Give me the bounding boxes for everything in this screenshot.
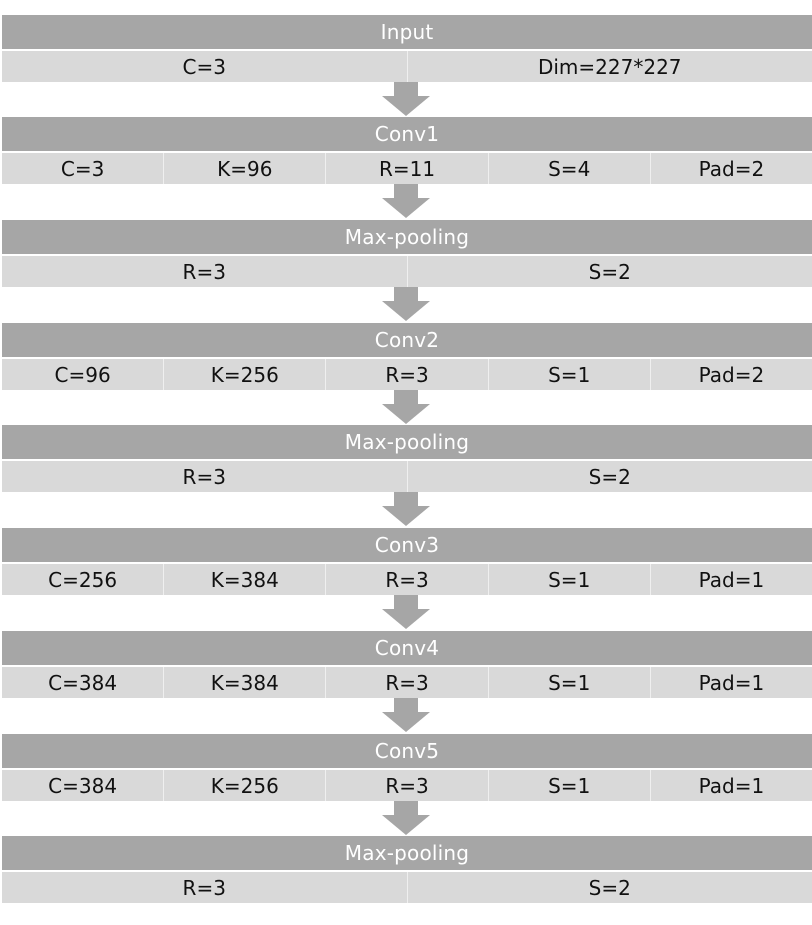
param-cell: Pad=2 xyxy=(649,359,812,390)
layer-params: R=3 S=2 xyxy=(2,254,812,287)
down-arrow-icon xyxy=(382,82,430,116)
layer-title: Max-pooling xyxy=(2,836,812,870)
down-arrow-icon xyxy=(382,492,430,526)
param-cell: C=3 xyxy=(182,54,226,79)
layer-title: Conv1 xyxy=(2,117,812,151)
param-cell: R=3 xyxy=(325,770,487,801)
param-cell: S=2 xyxy=(406,256,812,287)
layer-block-maxpool1: Max-pooling R=3 S=2 xyxy=(2,220,812,287)
param-cell: R=3 xyxy=(182,464,226,489)
layer-title: Conv5 xyxy=(2,734,812,768)
down-arrow-icon xyxy=(382,184,430,218)
param-cell: Pad=1 xyxy=(649,770,812,801)
layer-title: Conv2 xyxy=(2,323,812,357)
param-cell: S=1 xyxy=(487,770,650,801)
layer-title: Conv3 xyxy=(2,528,812,562)
param-cell: R=3 xyxy=(182,875,226,900)
param-cell: S=4 xyxy=(487,153,650,184)
param-cell: C=384 xyxy=(48,773,118,798)
param-cell: C=256 xyxy=(48,567,118,592)
param-cell: K=384 xyxy=(163,564,325,595)
param-cell: K=256 xyxy=(163,770,325,801)
param-cell: C=3 xyxy=(60,156,105,181)
layer-block-input: Input C=3 Dim=227*227 xyxy=(2,15,812,82)
down-arrow-icon xyxy=(382,698,430,732)
layer-block-conv5: Conv5 C=384 K=256 R=3 S=1 Pad=1 xyxy=(2,734,812,801)
param-cell: R=3 xyxy=(182,259,226,284)
layer-title: Conv4 xyxy=(2,631,812,665)
param-cell: C=96 xyxy=(54,362,111,387)
param-cell: R=3 xyxy=(325,564,487,595)
param-cell: S=2 xyxy=(406,872,812,903)
param-cell: Pad=2 xyxy=(649,153,812,184)
down-arrow-icon xyxy=(382,595,430,629)
layer-params: C=96 K=256 R=3 S=1 Pad=2 xyxy=(2,357,812,390)
param-cell: Dim=227*227 xyxy=(406,51,812,82)
layer-params: C=3 Dim=227*227 xyxy=(2,49,812,82)
param-cell: R=3 xyxy=(325,667,487,698)
param-cell: K=256 xyxy=(163,359,325,390)
down-arrow-icon xyxy=(382,390,430,424)
param-cell: C=384 xyxy=(48,670,118,695)
layer-block-maxpool2: Max-pooling R=3 S=2 xyxy=(2,425,812,492)
param-cell: K=384 xyxy=(163,667,325,698)
param-cell: S=1 xyxy=(487,667,650,698)
layer-block-conv3: Conv3 C=256 K=384 R=3 S=1 Pad=1 xyxy=(2,528,812,595)
param-cell: Pad=1 xyxy=(649,667,812,698)
param-cell: R=3 xyxy=(325,359,487,390)
layer-title: Max-pooling xyxy=(2,425,812,459)
layer-params: C=384 K=384 R=3 S=1 Pad=1 xyxy=(2,665,812,698)
param-cell: S=2 xyxy=(406,461,812,492)
layer-block-maxpool3: Max-pooling R=3 S=2 xyxy=(2,836,812,903)
down-arrow-icon xyxy=(382,801,430,835)
layer-block-conv2: Conv2 C=96 K=256 R=3 S=1 Pad=2 xyxy=(2,323,812,390)
layer-params: R=3 S=2 xyxy=(2,459,812,492)
layer-block-conv4: Conv4 C=384 K=384 R=3 S=1 Pad=1 xyxy=(2,631,812,698)
param-cell: R=11 xyxy=(325,153,487,184)
param-cell: S=1 xyxy=(487,359,650,390)
layer-params: C=384 K=256 R=3 S=1 Pad=1 xyxy=(2,768,812,801)
param-cell: Pad=1 xyxy=(649,564,812,595)
layer-title: Max-pooling xyxy=(2,220,812,254)
param-cell: S=1 xyxy=(487,564,650,595)
param-cell: K=96 xyxy=(163,153,325,184)
down-arrow-icon xyxy=(382,287,430,321)
layer-block-conv1: Conv1 C=3 K=96 R=11 S=4 Pad=2 xyxy=(2,117,812,184)
layer-title: Input xyxy=(2,15,812,49)
layer-params: R=3 S=2 xyxy=(2,870,812,903)
layer-params: C=256 K=384 R=3 S=1 Pad=1 xyxy=(2,562,812,595)
layer-params: C=3 K=96 R=11 S=4 Pad=2 xyxy=(2,151,812,184)
